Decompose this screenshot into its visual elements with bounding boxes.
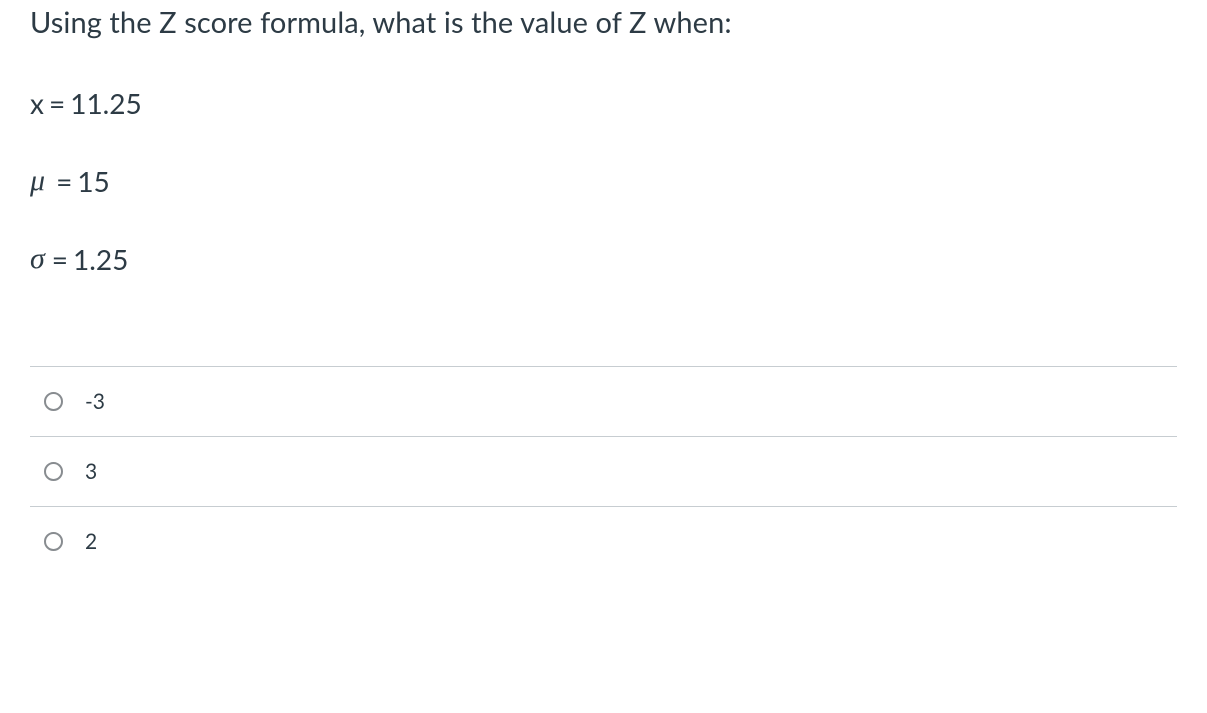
option-radio-0[interactable] bbox=[44, 392, 63, 411]
question-prompt: Using the Z score formula, what is the v… bbox=[30, 5, 1177, 40]
given-x-eq: = bbox=[49, 86, 65, 120]
option-row[interactable]: 2 bbox=[30, 507, 1177, 576]
option-radio-1[interactable] bbox=[44, 462, 63, 481]
option-radio-2[interactable] bbox=[44, 532, 63, 551]
given-mu-value: 15 bbox=[77, 164, 109, 198]
given-mu: μ = 15 bbox=[30, 164, 1177, 198]
given-sigma: σ = 1.25 bbox=[30, 242, 1177, 276]
given-x-value: 11.25 bbox=[70, 86, 142, 120]
given-x: x = 11.25 bbox=[30, 86, 1177, 120]
given-x-symbol: x bbox=[30, 86, 44, 120]
option-label-1: 3 bbox=[85, 459, 97, 484]
given-mu-eq: = bbox=[56, 164, 72, 198]
question-block: Using the Z score formula, what is the v… bbox=[30, 5, 1177, 276]
option-label-2: 2 bbox=[85, 529, 97, 554]
sigma-symbol: σ bbox=[30, 242, 47, 276]
given-sigma-value: 1.25 bbox=[73, 242, 128, 276]
given-sigma-eq: = bbox=[52, 242, 68, 276]
mu-symbol: μ bbox=[30, 164, 51, 198]
option-row[interactable]: 3 bbox=[30, 437, 1177, 507]
answer-options: -3 3 2 bbox=[30, 366, 1177, 576]
option-label-0: -3 bbox=[85, 389, 105, 414]
option-row[interactable]: -3 bbox=[30, 367, 1177, 437]
